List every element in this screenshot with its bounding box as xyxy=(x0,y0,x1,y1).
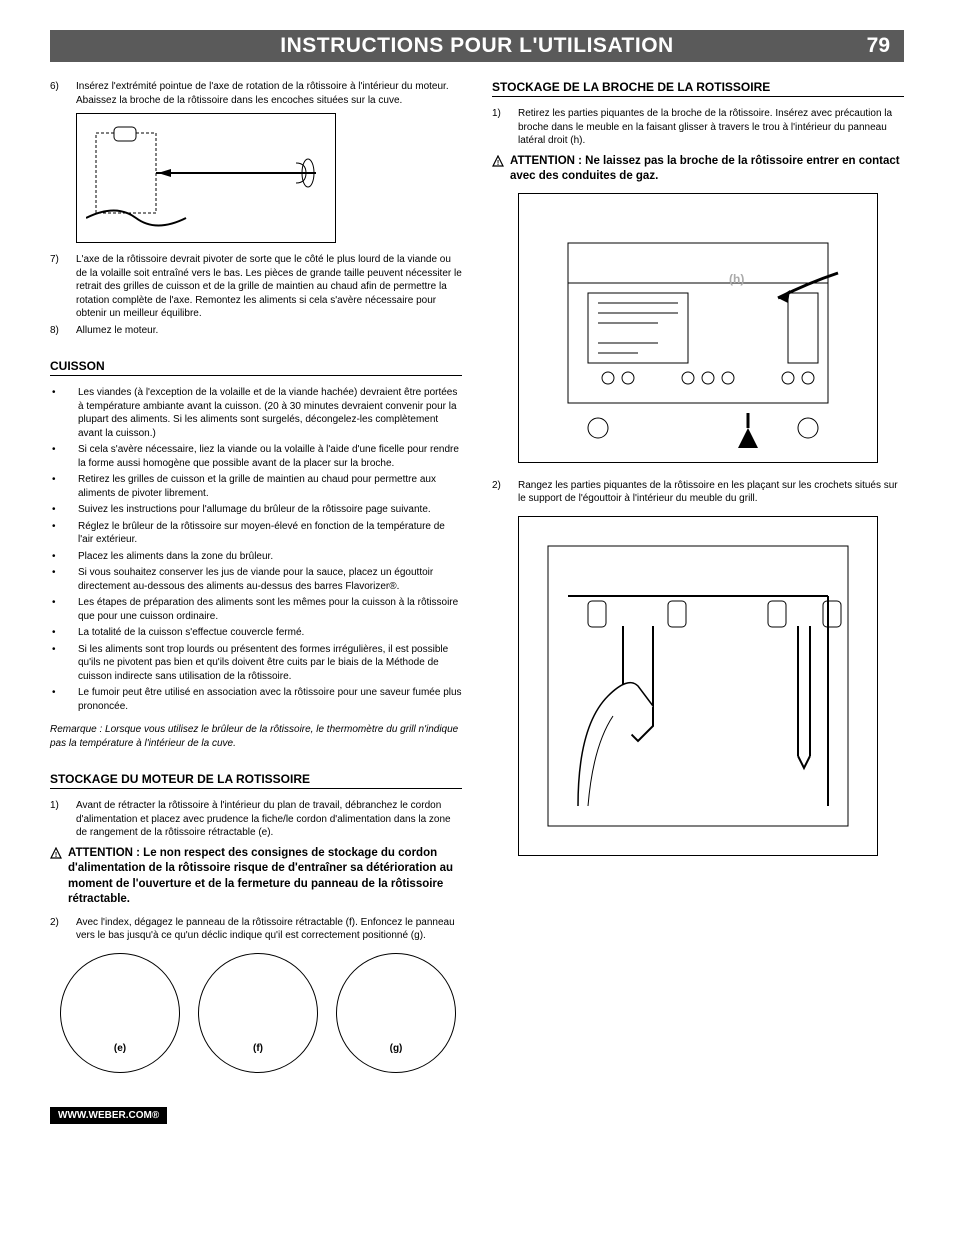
warning-icon: ! xyxy=(50,846,68,908)
motor-step-1: Avant de rétracter la rôtissoire à l'int… xyxy=(76,799,462,840)
cuisson-remark: Remarque : Lorsque vous utilisez le brûl… xyxy=(50,723,462,750)
warning-icon-2: ! xyxy=(492,154,510,185)
cuisson-b7: Les étapes de préparation des aliments s… xyxy=(78,596,462,623)
step-6: Insérez l'extrémité pointue de l'axe de … xyxy=(76,80,462,107)
left-column: 6)Insérez l'extrémité pointue de l'axe d… xyxy=(50,80,462,1073)
footer: WWW.WEBER.COM® xyxy=(50,1073,904,1124)
warning-gas-text: ATTENTION : Ne laissez pas la broche de … xyxy=(510,154,904,185)
intro-steps: 6)Insérez l'extrémité pointue de l'axe d… xyxy=(50,80,462,107)
page-number: 79 xyxy=(867,34,890,58)
cuisson-b9: Si les aliments sont trop lourds ou prés… xyxy=(78,643,462,684)
header-title: INSTRUCTIONS POUR L'UTILISATION xyxy=(280,34,673,58)
warning-gas: ! ATTENTION : Ne laissez pas la broche d… xyxy=(492,154,904,185)
motor-steps-2: 2)Avec l'index, dégagez le panneau de la… xyxy=(50,916,462,943)
footer-url: WWW.WEBER.COM® xyxy=(50,1107,167,1124)
motor-step-2: Avec l'index, dégagez le panneau de la r… xyxy=(76,916,462,943)
cuisson-b8: La totalité de la cuisson s'effectue cou… xyxy=(78,626,304,640)
label-g: (g) xyxy=(390,1043,403,1054)
cuisson-bullets: Les viandes (à l'exception de la volaill… xyxy=(50,386,462,713)
figure-motor-insert xyxy=(76,113,336,243)
motor-heading: STOCKAGE DU MOTEUR DE LA ROTISSOIRE xyxy=(50,772,462,789)
spit-heading: STOCKAGE DE LA BROCHE DE LA ROTISSOIRE xyxy=(492,80,904,97)
label-f: (f) xyxy=(253,1043,263,1054)
svg-text:!: ! xyxy=(55,852,57,859)
cuisson-b1: Si cela s'avère nécessaire, liez la vian… xyxy=(78,443,462,470)
label-e: (e) xyxy=(114,1043,126,1054)
figure-efg: (e) (f) (g) xyxy=(60,953,462,1073)
intro-steps-cont: 7)L'axe de la rôtissoire devrait pivoter… xyxy=(50,253,462,337)
figure-grill-h: (h) xyxy=(518,193,878,463)
svg-text:!: ! xyxy=(497,160,499,167)
spit-step-1: Retirez les parties piquantes de la broc… xyxy=(518,107,904,148)
figure-e: (e) xyxy=(60,953,180,1073)
cuisson-b6: Si vous souhaitez conserver les jus de v… xyxy=(78,566,462,593)
cuisson-b10: Le fumoir peut être utilisé en associati… xyxy=(78,686,462,713)
cuisson-b2: Retirez les grilles de cuisson et la gri… xyxy=(78,473,462,500)
page-header: INSTRUCTIONS POUR L'UTILISATION 79 xyxy=(50,30,904,62)
right-column: STOCKAGE DE LA BROCHE DE LA ROTISSOIRE 1… xyxy=(492,80,904,1073)
spit-steps-2: 2)Rangez les parties piquantes de la rôt… xyxy=(492,479,904,506)
step-8: Allumez le moteur. xyxy=(76,324,462,338)
spit-steps: 1)Retirez les parties piquantes de la br… xyxy=(492,107,904,148)
cuisson-b0: Les viandes (à l'exception de la volaill… xyxy=(78,386,462,440)
cuisson-b5: Placez les aliments dans la zone du brûl… xyxy=(78,550,273,564)
figure-g: (g) xyxy=(336,953,456,1073)
step-7: L'axe de la rôtissoire devrait pivoter d… xyxy=(76,253,462,321)
figure-f: (f) xyxy=(198,953,318,1073)
motor-steps: 1)Avant de rétracter la rôtissoire à l'i… xyxy=(50,799,462,840)
warning-cord-text: ATTENTION : Le non respect des consignes… xyxy=(68,846,462,908)
cuisson-b4: Réglez le brûleur de la rôtissoire sur m… xyxy=(78,520,462,547)
cuisson-b3: Suivez les instructions pour l'allumage … xyxy=(78,503,431,517)
warning-cord: ! ATTENTION : Le non respect des consign… xyxy=(50,846,462,908)
label-h: (h) xyxy=(729,272,744,286)
cuisson-heading: CUISSON xyxy=(50,359,462,376)
spit-step-2: Rangez les parties piquantes de la rôtis… xyxy=(518,479,904,506)
figure-hand-hooks xyxy=(518,516,878,856)
